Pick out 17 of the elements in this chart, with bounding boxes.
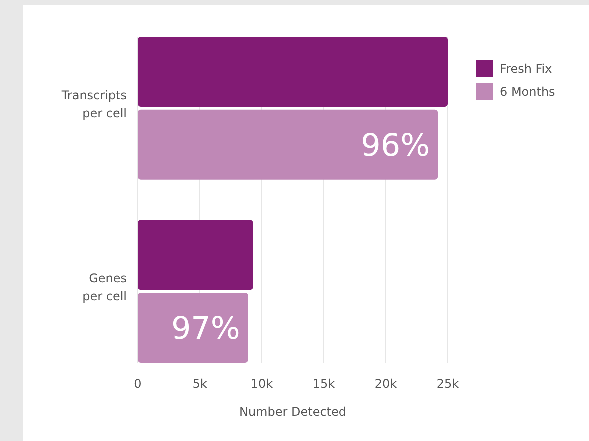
x-tick-label: 15k (312, 377, 336, 391)
legend-label: 6 Months (500, 85, 556, 99)
bar (138, 293, 248, 363)
x-tick-label: 20k (374, 377, 398, 391)
bar (138, 37, 448, 107)
annotation: 97% (171, 311, 240, 348)
x-axis-title: Number Detected (239, 405, 347, 419)
y-tick-label: Genes per cell (82, 272, 127, 304)
bar (138, 110, 438, 180)
x-tick-label: 10k (250, 377, 274, 391)
legend-label: Fresh Fix (500, 62, 552, 76)
x-tick-label: 5k (192, 377, 208, 391)
x-tick-label: 25k (436, 377, 460, 391)
x-tick-label: 0 (134, 377, 142, 391)
annotation: 96% (361, 128, 430, 164)
y-tick-label: Transcripts per cell (60, 88, 127, 120)
bar (138, 220, 254, 290)
